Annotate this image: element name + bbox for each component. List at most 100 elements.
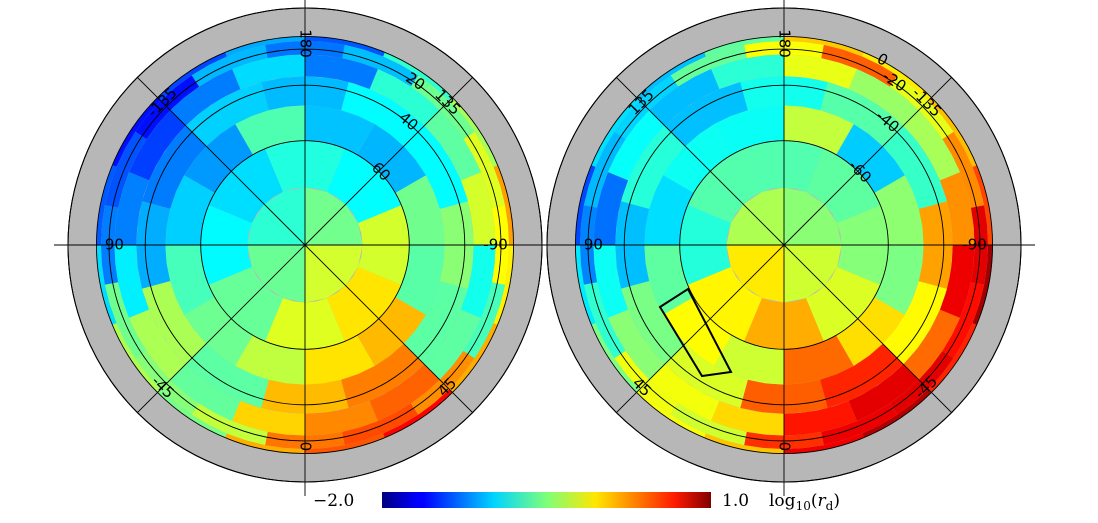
heatmap-cell: [463, 282, 506, 359]
heatmap-cell: [341, 343, 425, 408]
azimuth-label: 0: [297, 442, 315, 452]
heatmap-cell: [821, 44, 898, 87]
heatmap-cell: [170, 364, 241, 421]
heatmap-cell: [704, 433, 784, 454]
heatmap-cell: [575, 165, 596, 245]
heatmap-cell: [342, 403, 419, 446]
heatmap-cell: [157, 389, 227, 438]
heatmap-cell: [928, 323, 977, 393]
heatmap-cell: [305, 36, 385, 57]
heatmap-cell: [848, 69, 919, 126]
heatmap-cell: [493, 245, 514, 325]
heatmap-cell: [449, 97, 498, 167]
heatmap-cell: [129, 110, 186, 181]
heatmap-cell: [383, 389, 453, 438]
heatmap-cell: [784, 36, 864, 57]
heatmap-cell: [939, 245, 975, 318]
heatmap-cell: [575, 245, 596, 325]
heatmap-cell: [621, 281, 686, 365]
heatmap-cell: [903, 110, 960, 181]
heatmap-cell: [232, 400, 305, 436]
heatmap-cell: [784, 433, 864, 454]
azimuth-label: 0: [776, 442, 794, 452]
azimuth-label: 180: [297, 29, 315, 58]
meridian-line: [137, 244, 306, 413]
heatmap-cell: [104, 131, 147, 208]
heatmap-cell: [96, 165, 117, 245]
heatmap-cell: [463, 131, 506, 208]
heatmap-cell: [928, 97, 977, 167]
heatmap-cell: [305, 54, 378, 90]
heatmap-cell: [342, 44, 419, 87]
heatmap-cell: [820, 343, 904, 408]
heatmap-cell: [636, 52, 706, 101]
azimuth-label: -90: [962, 236, 987, 254]
heatmap-cell: [848, 364, 919, 421]
heatmap-cell: [664, 82, 748, 147]
heatmap-cell: [942, 282, 985, 359]
heatmap-cell: [670, 403, 747, 446]
meridian-line: [616, 244, 785, 413]
meridian-line: [783, 77, 952, 246]
heatmap-cell: [591, 97, 640, 167]
heatmap-cell: [460, 172, 496, 245]
heatmap-cell: [225, 433, 305, 454]
heatmap-cell: [862, 389, 932, 438]
azimuth-label: 90: [584, 236, 603, 254]
heatmap-cell: [821, 403, 898, 446]
meridian-line: [783, 244, 952, 413]
heatmap-cell: [369, 69, 440, 126]
heatmap-cell: [621, 125, 686, 209]
colorbar-max-label: 1.0: [722, 491, 749, 511]
heatmap-cell: [649, 364, 720, 421]
heatmap-cell: [670, 44, 747, 87]
meridian-line: [137, 77, 306, 246]
colorbar-gradient: [382, 492, 711, 508]
meridian-line: [304, 77, 473, 246]
heatmap-cell: [972, 165, 993, 245]
annotation-outline: [658, 287, 733, 378]
heatmap-cell: [649, 69, 720, 126]
heatmap-cell: [185, 82, 269, 147]
heatmap-cell: [112, 323, 161, 393]
heatmap-cell: [784, 400, 857, 436]
heatmap-cell: [232, 54, 305, 90]
heatmap-cell: [593, 172, 629, 245]
heatmap-cell: [608, 309, 665, 380]
heatmap-cell: [341, 82, 425, 147]
heatmap-cell: [170, 69, 241, 126]
heatmap-cell: [424, 309, 481, 380]
heatmap-cell: [403, 281, 468, 365]
heatmap-cell: [942, 131, 985, 208]
heatmap-cell: [191, 403, 268, 446]
heatmap-cell: [305, 400, 378, 436]
heatmap-cell: [939, 172, 975, 245]
heatmap-cell: [493, 165, 514, 245]
azimuth-label: 90: [105, 236, 124, 254]
heatmap-cell: [820, 82, 904, 147]
heatmap-cell: [191, 44, 268, 87]
azimuth-label: 180: [776, 29, 794, 58]
heatmap-cell: [114, 172, 150, 245]
heatmap-cell: [882, 281, 947, 365]
colorbar-quantity-label: log10(rd): [769, 491, 840, 513]
heatmap-cell: [129, 309, 186, 380]
heatmap-cell: [711, 400, 784, 436]
colorbar: −2.0 1.0 log10(rd): [313, 491, 840, 513]
heatmap-cell: [972, 245, 993, 325]
heatmap-cell: [424, 110, 481, 181]
heatmap-cell: [711, 54, 784, 90]
heatmap-cell: [305, 433, 385, 454]
heatmap-cell: [784, 54, 857, 90]
heatmap-cell: [903, 309, 960, 380]
heatmap-cell: [460, 245, 496, 318]
heatmap-cell: [383, 52, 453, 101]
heatmap-cell: [704, 36, 784, 57]
heatmap-cell: [449, 323, 498, 393]
heatmap-cell: [591, 323, 640, 393]
heatmap-cell: [185, 343, 269, 408]
heatmap-cell: [583, 282, 626, 359]
